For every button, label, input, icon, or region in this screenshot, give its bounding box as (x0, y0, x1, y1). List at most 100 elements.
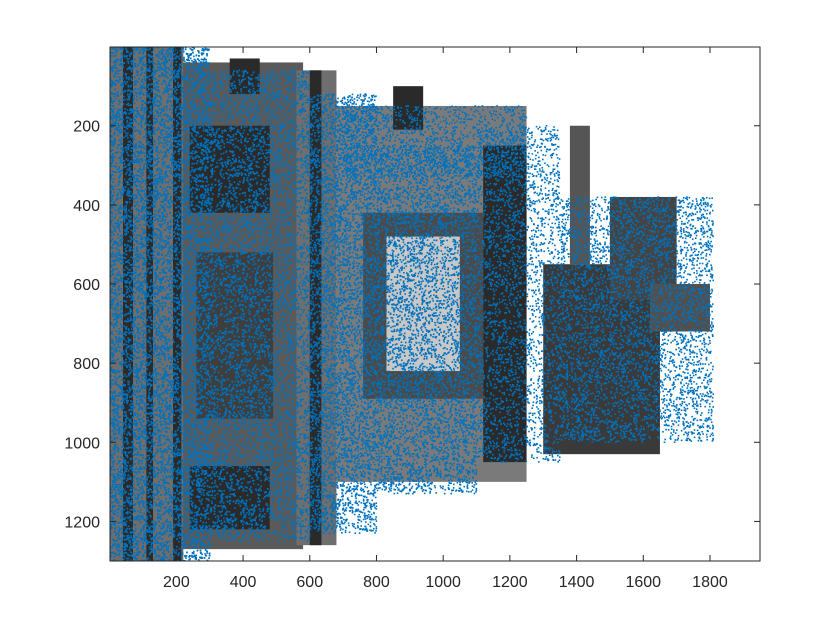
data-point (164, 89, 166, 92)
data-point (208, 253, 210, 256)
data-point (183, 501, 186, 503)
data-point (121, 130, 123, 133)
data-point (198, 559, 200, 561)
data-point (113, 452, 116, 454)
data-point (171, 434, 173, 436)
data-point (144, 117, 147, 120)
data-point (189, 270, 192, 273)
data-point (155, 531, 158, 534)
data-point (115, 330, 117, 332)
data-point (184, 283, 187, 286)
data-point (152, 227, 154, 229)
data-point (156, 306, 159, 308)
data-point (177, 70, 179, 73)
data-point (113, 230, 116, 233)
data-point (182, 323, 185, 326)
data-point (185, 320, 187, 323)
data-point (159, 167, 161, 170)
data-point (156, 148, 159, 151)
data-point (172, 48, 174, 50)
data-point (150, 192, 153, 194)
data-point (183, 413, 186, 415)
data-point (126, 397, 128, 400)
data-point (142, 304, 145, 307)
data-point (162, 53, 164, 55)
data-point (147, 251, 149, 254)
data-point (136, 242, 138, 244)
data-point (176, 199, 178, 201)
data-point (148, 511, 151, 514)
data-point (202, 447, 205, 450)
data-point (165, 331, 168, 334)
data-point (203, 100, 206, 103)
data-point (176, 175, 178, 177)
data-point (170, 251, 172, 254)
data-point (118, 545, 120, 548)
data-point (112, 379, 115, 382)
data-point (195, 471, 197, 474)
data-point (203, 494, 206, 496)
data-point (204, 309, 206, 312)
data-point (184, 261, 186, 264)
data-point (190, 497, 192, 499)
data-point (207, 379, 209, 381)
data-point (142, 231, 144, 234)
data-point (160, 545, 163, 548)
data-point (166, 113, 168, 116)
data-point (138, 349, 141, 352)
data-point (142, 171, 144, 174)
data-point (114, 185, 116, 187)
data-point (111, 383, 114, 386)
data-point (149, 326, 151, 329)
data-point (164, 280, 167, 283)
data-point (191, 333, 193, 335)
data-point (127, 525, 130, 528)
data-point (198, 317, 200, 319)
data-point (156, 174, 158, 176)
data-point (120, 109, 122, 111)
data-point (192, 236, 195, 238)
data-point (159, 288, 161, 291)
data-point (117, 526, 120, 528)
data-point (179, 386, 181, 389)
data-point (203, 154, 205, 156)
data-point (204, 471, 207, 473)
data-point (110, 99, 113, 102)
data-point (199, 159, 202, 161)
data-point (129, 140, 131, 143)
data-point (115, 162, 118, 164)
data-point (191, 123, 194, 126)
data-point (178, 198, 181, 200)
data-point (161, 522, 163, 525)
data-point (125, 292, 127, 295)
data-point (160, 518, 162, 520)
data-point (196, 308, 199, 311)
data-point (111, 223, 113, 226)
data-point (114, 216, 117, 218)
data-point (148, 454, 150, 457)
data-point (133, 278, 136, 281)
data-point (114, 445, 117, 448)
data-point (145, 108, 148, 111)
data-point (143, 244, 145, 246)
data-point (113, 76, 116, 78)
data-point (147, 305, 150, 308)
data-point (199, 427, 202, 429)
data-point (168, 412, 171, 414)
data-point (178, 54, 181, 57)
data-point (151, 181, 153, 184)
data-point (182, 192, 184, 195)
data-point (151, 255, 154, 258)
data-point (133, 339, 136, 342)
data-point (188, 449, 191, 452)
data-point (128, 328, 130, 330)
data-point (200, 459, 203, 462)
data-point (173, 398, 176, 401)
data-point (151, 438, 153, 441)
data-point (181, 474, 183, 477)
monument-photo (110, 47, 710, 561)
data-point (182, 91, 184, 93)
data-point (172, 156, 174, 158)
data-point (208, 132, 211, 135)
data-point (114, 483, 116, 486)
